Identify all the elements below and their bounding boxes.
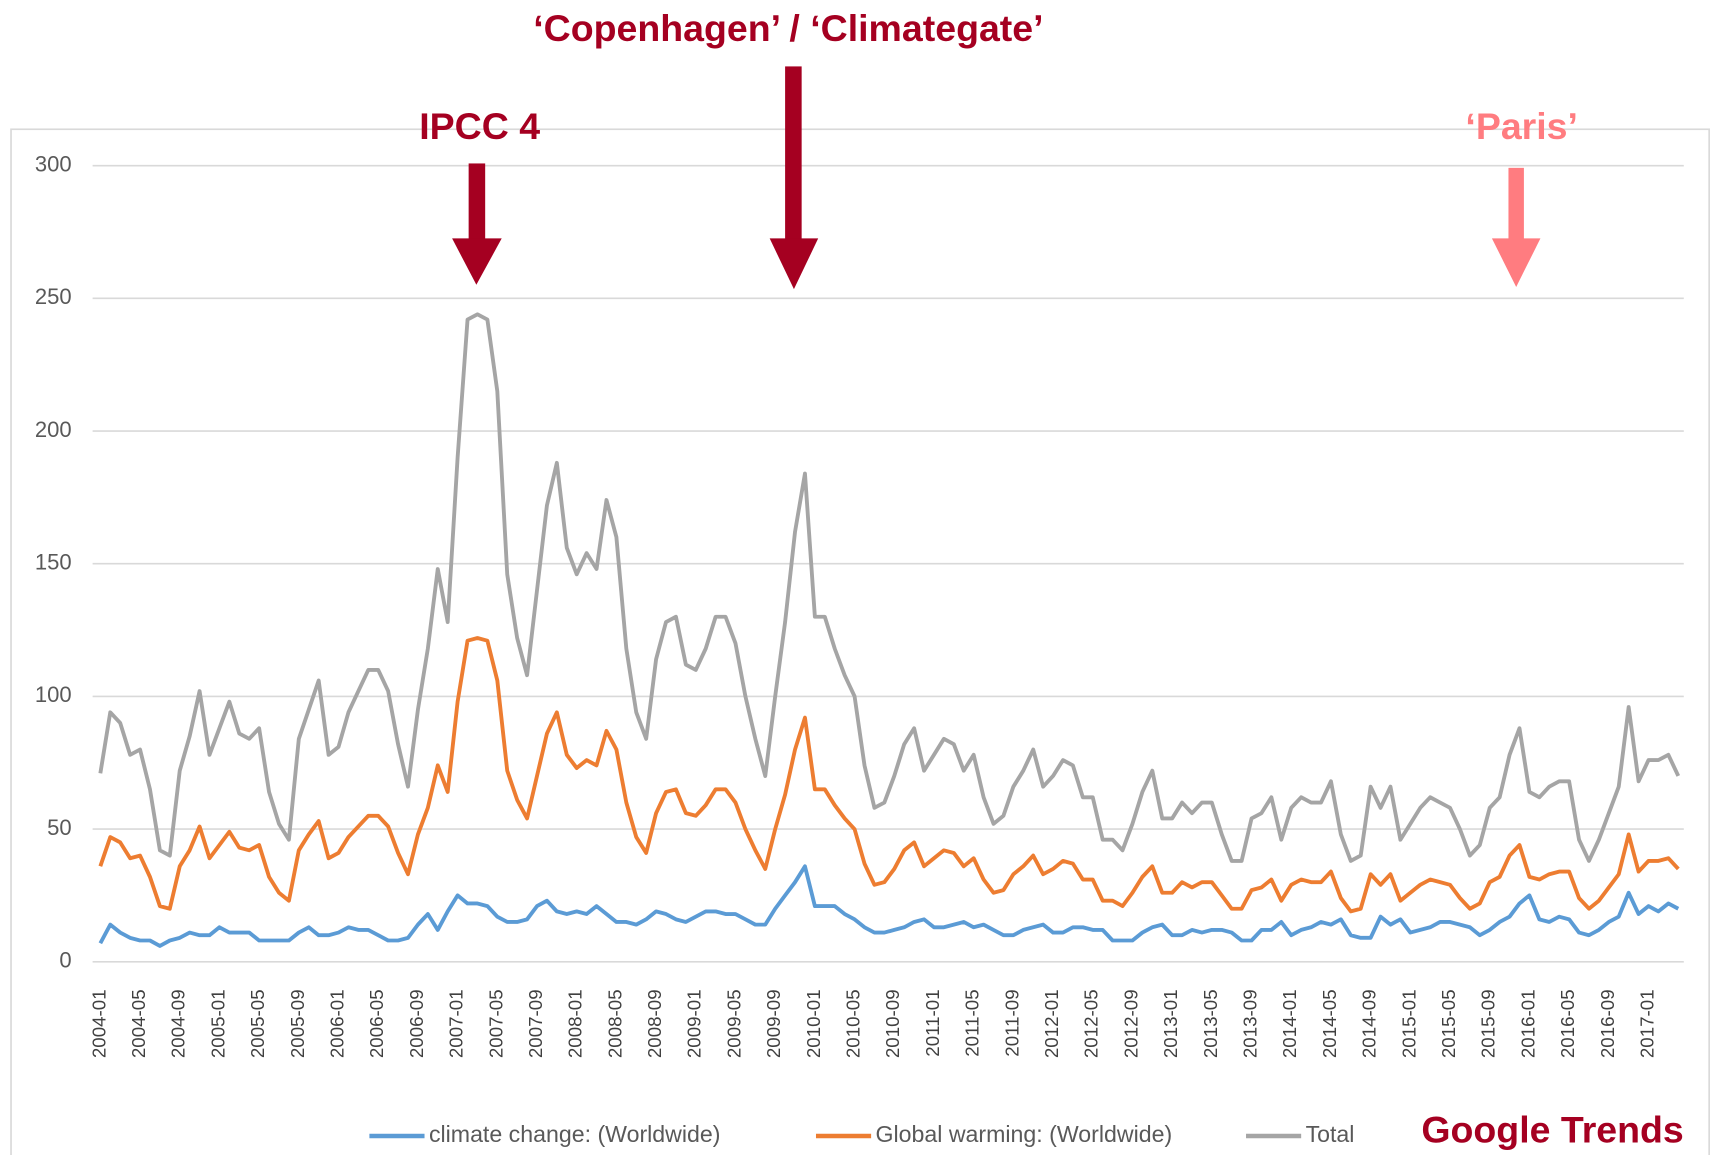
x-tick-label: 2004-01 xyxy=(88,989,109,1058)
plot-frame xyxy=(10,128,1710,1160)
x-tick-label: 2015-09 xyxy=(1478,989,1499,1058)
x-tick-label: 2006-01 xyxy=(326,989,347,1058)
x-tick-label: 2006-05 xyxy=(366,989,387,1058)
x-tick-label: 2008-01 xyxy=(565,989,586,1058)
x-tick-label: 2004-05 xyxy=(128,989,149,1058)
arrow xyxy=(452,238,502,285)
x-tick-label: 2014-01 xyxy=(1279,989,1300,1058)
arrows xyxy=(452,66,1541,290)
x-tick-label: 2005-01 xyxy=(207,989,228,1058)
y-tick-label: 100 xyxy=(35,682,72,707)
y-tick-label: 250 xyxy=(35,284,72,309)
y-tick-label: 200 xyxy=(35,417,72,442)
y-tick-label: 0 xyxy=(59,948,71,973)
x-tick-label: 2015-05 xyxy=(1438,989,1459,1058)
y-tick-label: 150 xyxy=(35,550,72,575)
x-tick-label: 2007-01 xyxy=(446,989,467,1058)
annotation: IPCC 4 xyxy=(419,105,540,147)
series-line xyxy=(98,864,1680,948)
x-tick-label: 2016-05 xyxy=(1557,989,1578,1058)
x-tick-label: 2014-09 xyxy=(1359,989,1380,1058)
x-tick-label: 2010-05 xyxy=(843,989,864,1058)
x-tick-label: 2007-09 xyxy=(525,989,546,1058)
x-tick-label: 2016-01 xyxy=(1517,989,1538,1058)
x-tick-label: 2017-01 xyxy=(1636,989,1657,1058)
x-tick-label: 2005-09 xyxy=(287,989,308,1058)
arrow xyxy=(769,238,819,290)
x-tick-label: 2016-09 xyxy=(1597,989,1618,1058)
x-tick-label: 2007-05 xyxy=(485,989,506,1058)
x-tick-label: 2011-05 xyxy=(962,989,983,1056)
x-tick-label: 2013-05 xyxy=(1200,989,1221,1058)
x-tick-label: 2005-05 xyxy=(247,989,268,1058)
annotation: ‘Copenhagen’ / ‘Climategate’ xyxy=(533,7,1043,49)
x-tick-label: 2013-09 xyxy=(1239,989,1260,1058)
x-tick-label: 2009-09 xyxy=(763,989,784,1058)
arrow xyxy=(468,163,486,241)
series-line xyxy=(98,636,1680,914)
x-tick-label: 2010-09 xyxy=(882,989,903,1058)
arrow xyxy=(785,66,802,241)
annotation: ‘Paris’ xyxy=(1465,105,1578,147)
x-tick-label: 2013-01 xyxy=(1160,989,1181,1058)
x-tick-label: 2012-09 xyxy=(1120,989,1141,1058)
legend-label: climate change: (Worldwide) xyxy=(429,1121,721,1147)
x-tick-label: 2010-01 xyxy=(803,989,824,1058)
x-tick-label: 2004-09 xyxy=(168,989,189,1058)
x-tick-label: 2008-09 xyxy=(644,989,665,1058)
x-tick-label: 2009-01 xyxy=(684,989,705,1058)
arrow xyxy=(1508,167,1524,241)
x-tick-label: 2012-05 xyxy=(1081,989,1102,1058)
x-tick-label: 2009-05 xyxy=(723,989,744,1058)
x-tick-label: 2011-01 xyxy=(922,989,943,1056)
x-tick-label: 2011-09 xyxy=(1001,989,1022,1056)
x-tick-label: 2008-05 xyxy=(604,989,625,1058)
annotation: Google Trends xyxy=(1421,1109,1683,1151)
y-tick-label: 50 xyxy=(47,815,72,840)
legend-label: Total xyxy=(1306,1121,1355,1147)
y-tick-label: 300 xyxy=(35,151,72,176)
x-tick-label: 2015-01 xyxy=(1398,989,1419,1058)
series-line xyxy=(98,312,1681,863)
arrow xyxy=(1491,238,1541,287)
x-tick-label: 2006-09 xyxy=(406,989,427,1058)
x-tick-label: 2014-05 xyxy=(1319,989,1340,1058)
plot-area: 0 50 100 150 200 250 300 2004-01 2004-05 2004-09 2… xyxy=(35,151,1684,1058)
legend-label: Global warming: (Worldwide) xyxy=(876,1121,1173,1147)
x-tick-label: 2012-01 xyxy=(1041,989,1062,1058)
